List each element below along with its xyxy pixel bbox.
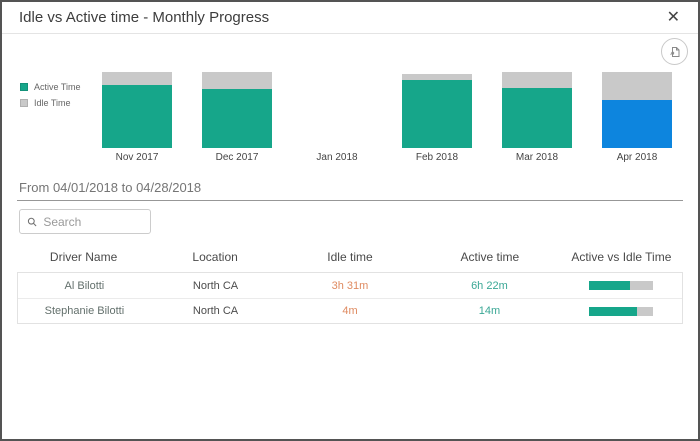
active-segment [202, 89, 272, 148]
idle-time-cell: 4m [342, 305, 358, 317]
legend-item: Idle Time [20, 98, 81, 108]
idle-time-cell: 3h 31m [331, 279, 369, 292]
active-segment [502, 88, 572, 148]
export-report-icon [669, 46, 679, 57]
section-divider [17, 200, 683, 201]
stacked-bar [402, 74, 472, 148]
active-segment [102, 85, 172, 148]
location-cell: North CA [192, 305, 239, 317]
table-body: Al Bilotti North CA 3h 31m 6h 22m Stephanie … [17, 272, 683, 324]
location-cell: North CA [192, 279, 239, 292]
active-vs-idle-bar [588, 306, 653, 316]
legend-label: Active Time [34, 82, 81, 92]
chart-bar-jan-2018[interactable]: Jan 2018 [287, 72, 387, 163]
column-header: Active vs Idle Time [571, 250, 672, 264]
idle-segment [402, 74, 472, 80]
month-label: Jan 2018 [316, 152, 358, 163]
monthly-progress-chart: Active Time Idle Time Nov 2017 Dec 2017 Jan… [2, 34, 698, 164]
table-header: Driver Name Location Idle time Active time A… [17, 246, 683, 268]
search-input[interactable] [43, 214, 143, 229]
close-icon[interactable]: ✕ [663, 8, 684, 28]
legend-label: Idle Time [34, 98, 71, 108]
active-segment [402, 80, 472, 148]
chart-bar-dec-2017[interactable]: Dec 2017 [187, 72, 287, 163]
driver-name-cell: Stephanie Bilotti [44, 305, 125, 317]
active-vs-idle-cell [559, 281, 682, 290]
search-row [19, 209, 698, 234]
month-label: Nov 2017 [115, 152, 159, 163]
month-label: Mar 2018 [515, 152, 559, 163]
chart-bars: Nov 2017 Dec 2017 Jan 2018 Feb 2018 Mar 2018… [87, 34, 687, 163]
bar-area [202, 72, 272, 148]
legend-item: Active Time [20, 82, 81, 92]
drivers-table: Driver Name Location Idle time Active time A… [2, 246, 698, 324]
bar-area [602, 72, 672, 148]
chart-bar-mar-2018[interactable]: Mar 2018 [487, 72, 587, 163]
table-row: Stephanie Bilotti North CA 4m 14m [18, 298, 682, 323]
month-label: Dec 2017 [215, 152, 259, 163]
idle-segment [202, 72, 272, 89]
page-title: Idle vs Active time - Monthly Progress [19, 9, 270, 26]
active-vs-idle-bar [588, 281, 653, 290]
column-header: Location [192, 250, 238, 264]
active-time-cell: 14m [478, 305, 501, 317]
active-bar-fill [588, 306, 637, 316]
chart-bar-nov-2017[interactable]: Nov 2017 [87, 72, 187, 163]
driver-name-cell: Al Bilotti [64, 279, 105, 292]
chart-bar-apr-2018[interactable]: Apr 2018 [587, 72, 687, 163]
bar-area [302, 72, 372, 148]
modal-header: Idle vs Active time - Monthly Progress ✕ [2, 2, 698, 34]
active-bar-fill [588, 281, 630, 290]
column-header: Active time [460, 250, 520, 264]
idle-segment [502, 72, 572, 88]
idle-segment [102, 72, 172, 85]
column-header: Idle time [327, 250, 373, 264]
export-report-button[interactable] [661, 38, 688, 65]
bar-area [502, 72, 572, 148]
month-label: Apr 2018 [616, 152, 658, 163]
table-row: Al Bilotti North CA 3h 31m 6h 22m [18, 273, 682, 298]
stacked-bar [602, 72, 672, 148]
month-label: Feb 2018 [415, 152, 459, 163]
chart-bar-feb-2018[interactable]: Feb 2018 [387, 72, 487, 163]
column-header: Driver Name [49, 250, 118, 264]
search-icon [27, 217, 37, 226]
search-box[interactable] [19, 209, 151, 234]
active-segment [602, 100, 672, 148]
stacked-bar [102, 72, 172, 148]
stacked-bar [202, 72, 272, 148]
bar-area [102, 72, 172, 148]
idle-segment [602, 72, 672, 100]
legend-swatch-icon [20, 99, 28, 107]
date-range-label: From 04/01/2018 to 04/28/2018 [19, 180, 202, 195]
active-time-cell: 6h 22m [471, 279, 508, 292]
legend-swatch-icon [20, 83, 28, 91]
bar-area [402, 72, 472, 148]
active-vs-idle-cell [559, 306, 682, 316]
stacked-bar [502, 72, 572, 148]
chart-legend: Active Time Idle Time [20, 82, 81, 114]
